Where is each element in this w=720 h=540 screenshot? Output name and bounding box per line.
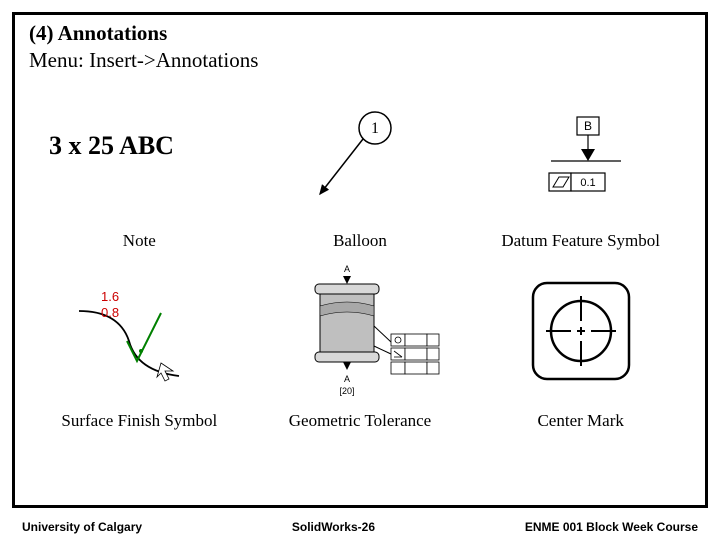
note-example-cell: 3 x 25 ABC <box>29 91 250 231</box>
menu-path: Menu: Insert->Annotations <box>29 48 691 73</box>
datum-label: Datum Feature Symbol <box>470 231 691 251</box>
footer-left: University of Calgary <box>22 520 142 534</box>
geometric-tolerance-label: Geometric Tolerance <box>250 411 471 431</box>
center-mark-label: Center Mark <box>470 411 691 431</box>
geometric-tolerance-icon: A A [20] <box>275 256 445 406</box>
datum-feature-icon: B 0.1 <box>521 111 641 211</box>
slide-footer: University of Calgary SolidWorks-26 ENME… <box>0 520 720 534</box>
balloon-label: Balloon <box>250 231 471 251</box>
datum-cell: B 0.1 <box>470 91 691 231</box>
annotation-grid: 3 x 25 ABC 1 B <box>29 91 691 431</box>
surface-finish-cell: 1.6 0.8 <box>29 251 250 411</box>
datum-tol: 0.1 <box>580 177 595 189</box>
balloon-number: 1 <box>371 120 379 137</box>
sf-val-top: 1.6 <box>101 289 119 304</box>
sf-val-bot: 0.8 <box>101 305 119 320</box>
center-mark-cell <box>470 251 691 411</box>
gt-datum-bot: A <box>344 374 350 384</box>
surface-finish-label: Surface Finish Symbol <box>29 411 250 431</box>
balloon-icon: 1 <box>300 106 420 216</box>
balloon-cell: 1 <box>250 91 471 231</box>
slide-title: (4) Annotations <box>29 21 691 46</box>
gt-bracket: [20] <box>339 386 354 396</box>
surface-finish-icon: 1.6 0.8 <box>69 271 209 391</box>
footer-center: SolidWorks-26 <box>292 520 375 534</box>
note-label: Note <box>29 231 250 251</box>
center-mark-icon <box>521 271 641 391</box>
note-example-text: 3 x 25 ABC <box>29 131 250 191</box>
footer-right: ENME 001 Block Week Course <box>525 520 698 534</box>
geometric-tolerance-cell: A A [20] <box>250 251 471 411</box>
slide-frame: (4) Annotations Menu: Insert->Annotation… <box>12 12 708 508</box>
gt-datum-top: A <box>344 264 350 274</box>
datum-letter: B <box>584 119 592 133</box>
